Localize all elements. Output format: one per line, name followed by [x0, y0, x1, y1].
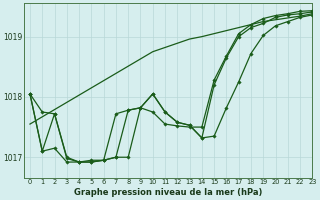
X-axis label: Graphe pression niveau de la mer (hPa): Graphe pression niveau de la mer (hPa)	[74, 188, 262, 197]
